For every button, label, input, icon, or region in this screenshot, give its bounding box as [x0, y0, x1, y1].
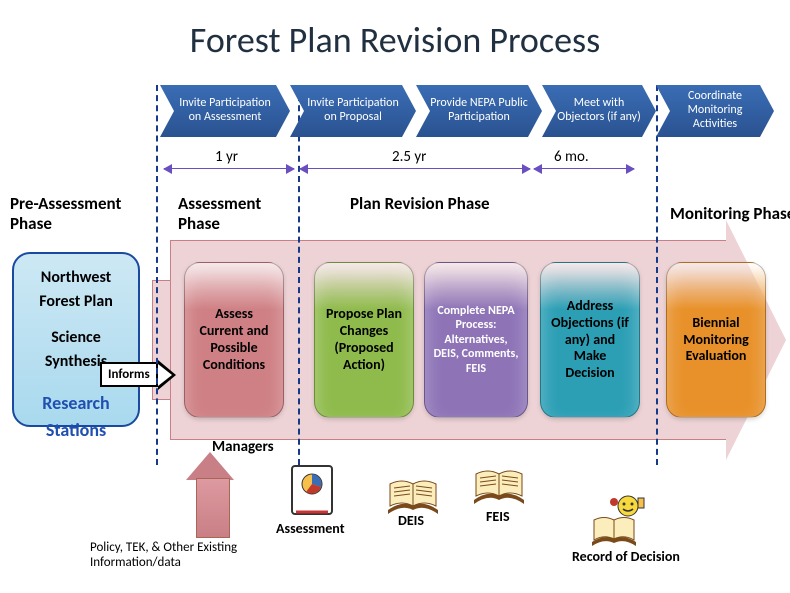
phase-divider-2: [656, 85, 658, 465]
chevron-2: Provide NEPA Public Participation: [416, 85, 542, 137]
duration-label-2: 6 mo.: [554, 148, 589, 166]
deis-label: DEIS: [398, 512, 424, 529]
chevron-label: Invite Participation on Assessment: [160, 97, 290, 125]
pre-assessment-box: Northwest Forest Plan Science Synthesis …: [12, 252, 140, 427]
duration-label-0: 1 yr: [215, 148, 238, 166]
policy-tek-label: Policy, TEK, & Other Existing Informatio…: [90, 540, 270, 570]
process-box-biennial: Biennial Monitoring Evaluation: [666, 262, 766, 418]
informs-arrow: Informs: [100, 362, 158, 387]
phase-divider-0: [156, 85, 158, 465]
chevron-label: Invite Participation on Proposal: [290, 97, 416, 125]
managers-label: Managers: [212, 438, 274, 456]
feis-icon: [470, 466, 528, 513]
duration-arrow-0: [164, 168, 294, 169]
chevron-1: Invite Participation on Proposal: [290, 85, 416, 137]
phase-label-1: Assessment Phase: [178, 194, 298, 235]
chevron-0: Invite Participation on Assessment: [160, 85, 290, 137]
managers-arrow-body: [196, 478, 230, 538]
assessment-icon: [288, 462, 336, 523]
rod-label: Record of Decision: [572, 548, 680, 565]
chevron-4: Coordinate Monitoring Activities: [656, 85, 774, 137]
research-stations-label: Research Stations: [22, 390, 130, 444]
phase-divider-1: [298, 85, 300, 465]
duration-label-1: 2.5 yr: [392, 148, 426, 166]
phase-label-2: Plan Revision Phase: [350, 194, 490, 214]
process-box-propose: Propose Plan Changes(Proposed Action): [314, 262, 414, 418]
diagram-title: Forest Plan Revision Process: [0, 18, 790, 62]
feis-label: FEIS: [486, 508, 510, 525]
assessment-label: Assessment: [276, 520, 345, 537]
phase-label-0: Pre-Assessment Phase: [10, 194, 150, 235]
process-box-nepa: Complete NEPA Process: Alternatives, DEI…: [424, 262, 528, 418]
chevron-label: Coordinate Monitoring Activities: [656, 90, 774, 131]
duration-arrow-1: [300, 168, 530, 169]
duration-arrow-2: [534, 168, 634, 169]
managers-arrow-head: [186, 452, 234, 480]
process-box-assess: Assess Current and Possible Conditions: [184, 262, 284, 418]
chevron-label: Provide NEPA Public Participation: [416, 97, 542, 125]
process-box-address: Address Objections (if any) and Make Dec…: [540, 262, 640, 418]
informs-label: Informs: [100, 362, 158, 387]
pre-box-line1: Northwest Forest Plan: [22, 266, 130, 314]
chevron-3: Meet with Objectors (if any): [542, 85, 656, 137]
chevron-label: Meet with Objectors (if any): [542, 97, 656, 125]
phase-label-3: Monitoring Phase: [670, 204, 790, 224]
